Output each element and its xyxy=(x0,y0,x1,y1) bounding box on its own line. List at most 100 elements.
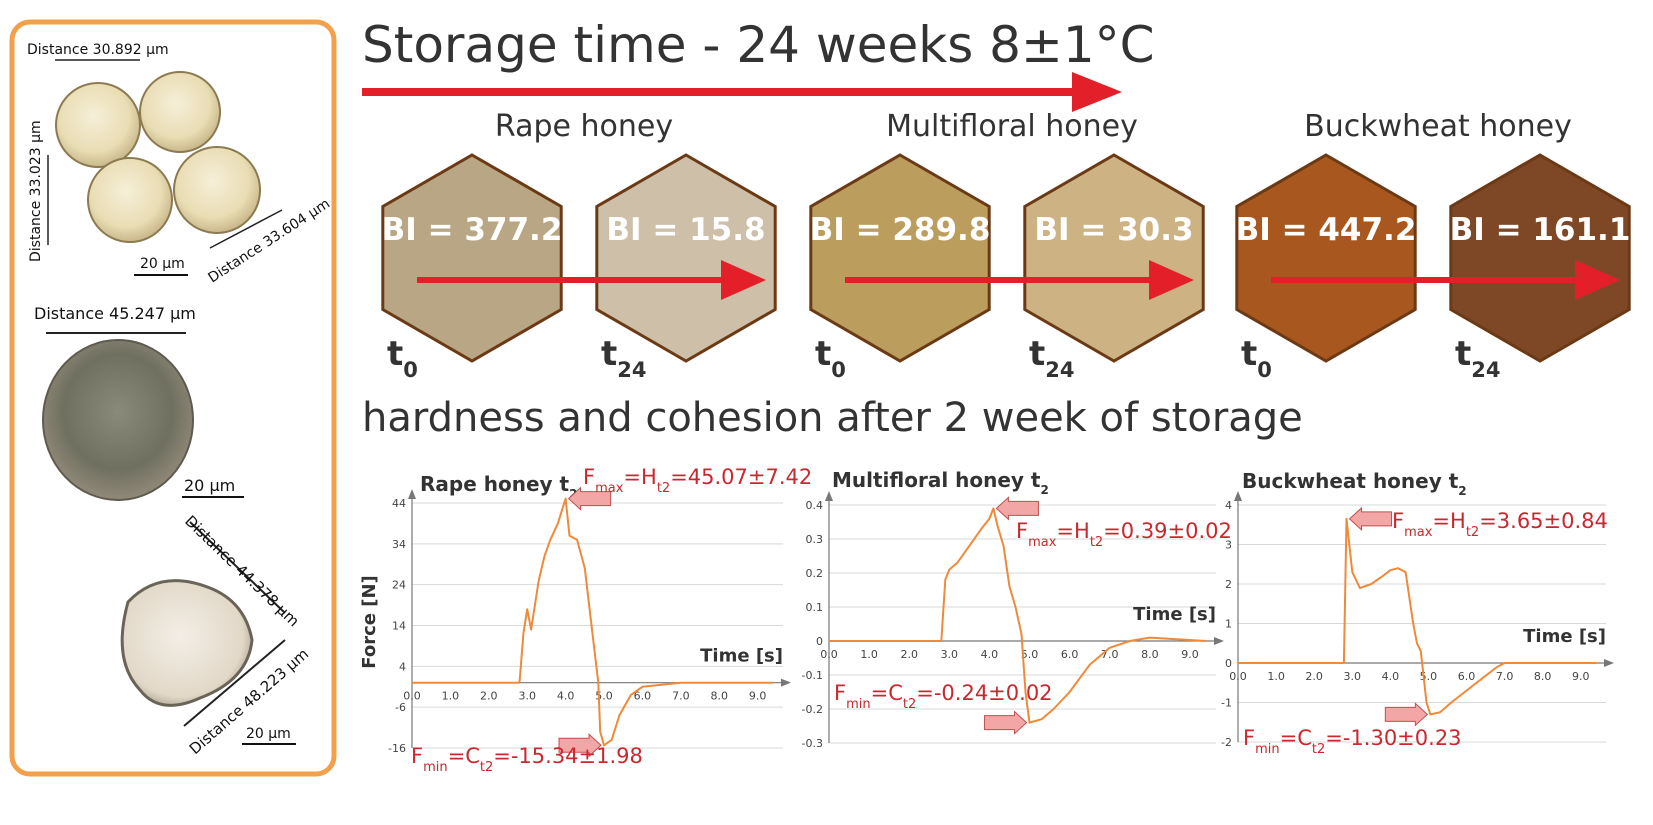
y-tick-label: 4 xyxy=(399,660,406,673)
y-tick-label: 14 xyxy=(392,620,406,633)
time-label-t0: t0 xyxy=(1241,334,1272,382)
time-label-t24: t24 xyxy=(601,334,647,382)
bi-value: BI = 30.3 xyxy=(1034,212,1193,248)
x-tick-label: 1.0 xyxy=(442,690,460,703)
measure-line xyxy=(183,639,286,727)
x-tick-label: 4.0 xyxy=(1382,670,1400,683)
x-tick-label: 7.0 xyxy=(1101,648,1119,661)
x-tick-label: 1.0 xyxy=(860,648,878,661)
callout-arrow xyxy=(995,496,1039,521)
chart-title: Rape honey t2 xyxy=(420,472,577,501)
pollen-multifloral-scale: 20 µm xyxy=(184,476,235,495)
y-axis-label: Force [N] xyxy=(359,575,380,668)
x-tick-label: 7.0 xyxy=(672,690,690,703)
max-force-label: Fmax=Ht2=0.39±0.02 xyxy=(1016,519,1232,550)
y-tick-label: -2 xyxy=(1221,736,1232,749)
y-tick-label: 0.2 xyxy=(806,567,824,580)
time-label-t24: t24 xyxy=(1029,334,1075,382)
y-tick-label: 24 xyxy=(392,579,406,592)
x-tick-label: 8.0 xyxy=(710,690,728,703)
honey-group-0: Rape honey BI = 377.2 BI = 15.8 t0 t24 xyxy=(381,109,777,382)
y-tick-label: 0.3 xyxy=(806,533,824,546)
x-axis-label: Time [s] xyxy=(1133,604,1216,625)
section2-title: hardness and cohesion after 2 week of st… xyxy=(362,395,1303,441)
bi-value: BI = 161.1 xyxy=(1450,212,1631,248)
x-tick-label: 8.0 xyxy=(1534,670,1552,683)
x-axis-arrow xyxy=(781,678,791,687)
pollen-rape-d1: Distance 30.892 µm xyxy=(27,42,169,58)
x-tick-label: 0.0 xyxy=(820,648,838,661)
x-tick-label: 2.0 xyxy=(900,648,918,661)
x-tick-label: 6.0 xyxy=(1061,648,1079,661)
pollen-buckwheat-scale: 20 µm xyxy=(246,726,291,742)
max-force-label: Fmax=Ht2=45.07±7.42 xyxy=(583,465,812,496)
y-axis-arrow xyxy=(1234,491,1242,501)
y-tick-label: 0.1 xyxy=(806,601,824,614)
force-curve xyxy=(1238,517,1596,716)
callout-arrow xyxy=(558,733,602,758)
bi-value: BI = 289.8 xyxy=(810,212,991,248)
force-curve xyxy=(412,497,773,747)
bi-arrow-head xyxy=(721,260,766,300)
honey-label: Multifloral honey xyxy=(886,109,1138,144)
pollen-multifloral: Distance 45.247 µm 20 µm xyxy=(34,304,244,501)
measure-line xyxy=(209,209,283,249)
y-tick-label: 0 xyxy=(1225,657,1232,670)
bi-arrow-head xyxy=(1575,260,1620,300)
time-label-t0: t0 xyxy=(387,334,418,382)
chart-title: Buckwheat honey t2 xyxy=(1242,469,1467,498)
y-tick-label: 3 xyxy=(1225,539,1232,552)
callout-arrow xyxy=(984,710,1028,735)
x-tick-label: 2.0 xyxy=(480,690,498,703)
y-axis-arrow xyxy=(825,491,833,501)
chart-title: Multifloral honey t2 xyxy=(832,468,1049,497)
y-tick-label: -16 xyxy=(388,742,406,755)
x-tick-label: 2.0 xyxy=(1305,670,1323,683)
min-force-label: Fmin=Ct2=-1.30±0.23 xyxy=(1243,726,1462,757)
y-axis-arrow xyxy=(408,489,416,499)
y-tick-label: 34 xyxy=(392,538,406,551)
pollen-grain xyxy=(55,82,141,168)
x-tick-label: 1.0 xyxy=(1267,670,1285,683)
x-tick-label: 8.0 xyxy=(1141,648,1159,661)
x-tick-label: 9.0 xyxy=(1181,648,1199,661)
t0-hexagon xyxy=(809,153,991,363)
bi-arrow-head xyxy=(1149,260,1194,300)
y-tick-label: -0.2 xyxy=(802,703,823,716)
y-tick-label: 0 xyxy=(816,635,823,648)
y-tick-label: 4 xyxy=(1225,499,1232,512)
x-tick-label: 9.0 xyxy=(1572,670,1590,683)
bi-value: BI = 447.2 xyxy=(1236,212,1417,248)
pollen-multifloral-d1: Distance 45.247 µm xyxy=(34,304,196,323)
honey-group-2: Buckwheat honey BI = 447.2 BI = 161.1 t0 t24 xyxy=(1235,109,1631,382)
x-tick-label: 3.0 xyxy=(518,690,536,703)
measure-line xyxy=(189,521,286,614)
t24-hexagon xyxy=(1449,153,1631,363)
pollen-grain xyxy=(139,71,221,153)
y-tick-label: -6 xyxy=(395,701,406,714)
t24-hexagon xyxy=(1023,153,1205,363)
y-tick-label: 2 xyxy=(1225,578,1232,591)
x-tick-label: 0.0 xyxy=(403,690,421,703)
pollen-rape-scale: 20 µm xyxy=(140,256,185,272)
pollen-panel: Distance 30.892 µm Distance 33.023 µm Di… xyxy=(9,19,337,777)
x-tick-label: 9.0 xyxy=(749,690,767,703)
x-axis-arrow xyxy=(1214,637,1224,645)
x-tick-label: 7.0 xyxy=(1496,670,1514,683)
x-tick-label: 0.0 xyxy=(1229,670,1247,683)
callout-arrow xyxy=(567,486,612,511)
y-tick-label: -0.1 xyxy=(802,669,823,682)
header-title: Storage time - 24 weeks 8±1°C xyxy=(362,16,1155,74)
t24-hexagon xyxy=(595,153,777,363)
t0-hexagon xyxy=(1235,153,1417,363)
pollen-grain xyxy=(173,146,261,234)
time-label-t0: t0 xyxy=(815,334,846,382)
storage-arrow xyxy=(362,72,1122,112)
pollen-rape-d2: Distance 33.023 µm xyxy=(28,120,44,262)
force-curve xyxy=(829,507,1207,724)
callout-arrow xyxy=(1384,702,1429,727)
